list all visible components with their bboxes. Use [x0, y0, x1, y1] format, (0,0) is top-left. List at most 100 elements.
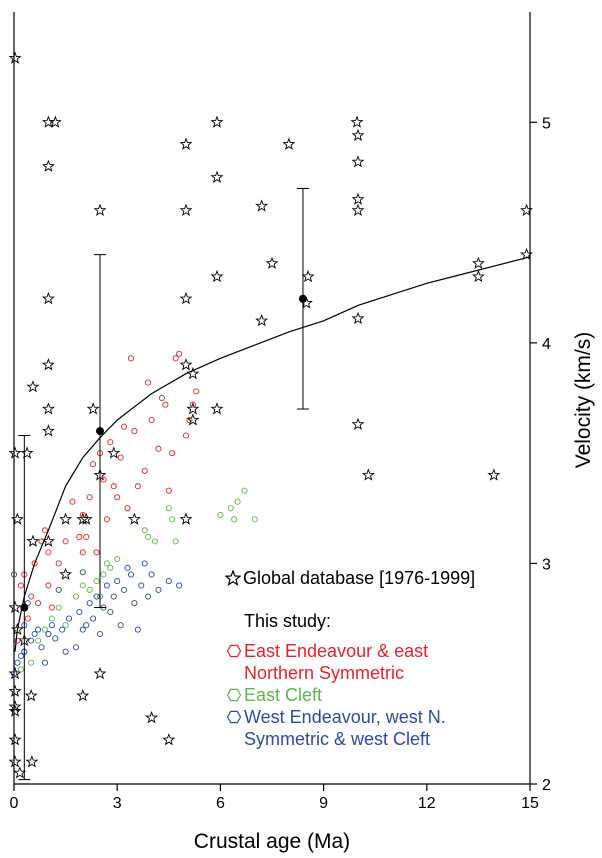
circle-point — [55, 560, 62, 567]
circle-point — [124, 564, 131, 571]
star-point — [145, 711, 159, 724]
star-point — [8, 755, 22, 768]
circle-point — [145, 379, 152, 386]
circle-point — [176, 582, 183, 589]
star-point — [210, 115, 224, 128]
circle-point — [45, 582, 52, 589]
circle-point — [103, 560, 110, 567]
legend-entry: West Endeavour, west N. Symmetric & west… — [226, 706, 494, 750]
circle-point — [131, 600, 138, 607]
star-point — [179, 358, 193, 371]
x-tick-label: 15 — [521, 795, 539, 812]
circle-point — [234, 498, 241, 505]
star-point — [127, 512, 141, 525]
circle-point — [107, 439, 114, 446]
circle-point — [186, 417, 193, 424]
circle-point — [14, 659, 21, 666]
star-point — [26, 380, 40, 393]
star-point — [59, 567, 73, 580]
circle-point — [103, 582, 110, 589]
circle-point — [134, 626, 141, 633]
circle-point — [107, 564, 114, 571]
circle-point — [155, 445, 162, 452]
star-point — [179, 137, 193, 150]
circle-point — [14, 637, 21, 644]
circle-point — [110, 593, 117, 600]
circle-point — [127, 571, 135, 578]
circle-point — [121, 423, 128, 430]
circle-point — [172, 355, 179, 362]
circle-point — [45, 630, 52, 638]
circle-point — [141, 467, 148, 474]
circle-point — [241, 487, 248, 494]
circle-point — [100, 571, 107, 578]
circle-point — [182, 432, 190, 439]
mean-point — [20, 603, 29, 612]
circle-point — [17, 653, 24, 660]
star-point — [350, 115, 364, 128]
legend-symbol — [226, 688, 242, 702]
x-tick-label: 3 — [113, 795, 122, 812]
circle-point — [41, 626, 49, 633]
circle-point — [165, 578, 172, 585]
circle-point — [38, 644, 45, 651]
circle-point — [148, 571, 155, 578]
circle-point — [62, 538, 69, 545]
circle-point — [35, 626, 42, 633]
circle-point — [24, 615, 31, 622]
x-tick-label: 6 — [216, 795, 225, 812]
circle-point — [124, 505, 131, 512]
legend-symbol — [226, 710, 242, 724]
circle-point — [48, 615, 55, 622]
circle-point — [69, 498, 76, 505]
circle-point — [62, 648, 69, 655]
circle-point — [227, 505, 234, 512]
circle-point — [45, 549, 52, 556]
star-point — [487, 468, 501, 481]
circle-point — [158, 394, 165, 402]
legend-entry: Global database [1976-1999] — [225, 567, 476, 589]
legend-label: Global database [1976-1999] — [243, 568, 476, 588]
circle-point — [251, 516, 258, 523]
circle-point — [48, 604, 55, 611]
circle-point — [86, 494, 93, 501]
circle-point — [90, 615, 97, 622]
circle-point — [41, 527, 49, 534]
circle-point — [76, 608, 83, 616]
x-tick-label: 9 — [319, 795, 328, 812]
star-point — [26, 534, 40, 547]
star-point — [255, 314, 269, 327]
circle-point — [93, 593, 100, 600]
star-point — [351, 192, 365, 205]
mean-point — [298, 294, 307, 303]
circle-point — [17, 666, 24, 673]
circle-point — [176, 350, 183, 357]
y-tick-label: 2 — [542, 777, 551, 794]
circle-point — [107, 608, 114, 616]
star-point — [93, 203, 107, 217]
star-point — [59, 512, 73, 525]
circle-point — [172, 538, 179, 545]
star-point — [282, 137, 296, 150]
star-point — [210, 402, 224, 415]
circle-point — [79, 582, 86, 589]
star-point — [351, 155, 365, 168]
star-point — [351, 128, 365, 142]
circle-point — [169, 450, 176, 457]
star-point — [86, 402, 100, 415]
star-point — [41, 291, 55, 305]
circle-point — [52, 635, 59, 642]
circle-point — [114, 555, 121, 563]
circle-point — [127, 355, 135, 362]
circle-point — [100, 476, 107, 483]
circle-point — [28, 637, 35, 644]
star-point — [8, 600, 22, 614]
star-point — [179, 203, 193, 217]
legend-label: East Endeavour & east Northern Symmetric — [244, 641, 429, 683]
star-point — [351, 203, 365, 217]
legend-label: East Cleft — [244, 685, 323, 705]
circle-point — [86, 586, 93, 593]
mean-point — [96, 427, 104, 436]
circle-point — [121, 586, 128, 593]
